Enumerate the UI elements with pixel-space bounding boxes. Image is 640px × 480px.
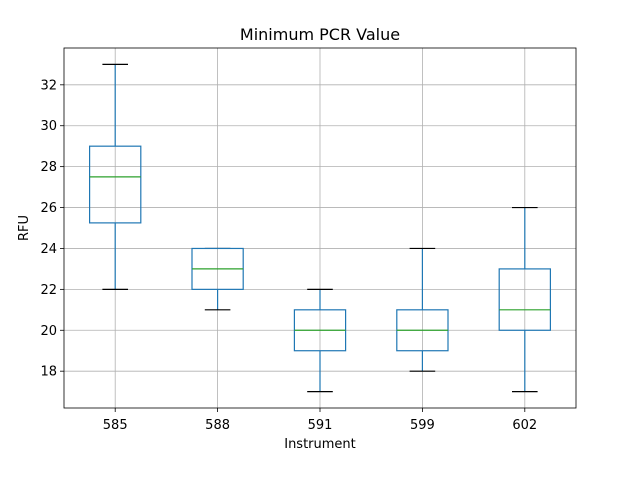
iqr-box (498, 268, 552, 331)
x-tick-label: 585 (103, 418, 128, 433)
x-tick-label: 599 (410, 418, 435, 433)
y-tick-label: 22 (40, 283, 57, 298)
y-tick-label: 32 (40, 78, 57, 93)
x-axis-label: Instrument (284, 437, 356, 452)
box-588 (191, 247, 244, 311)
y-tick-label: 28 (40, 160, 57, 175)
box-591 (293, 288, 347, 393)
box-599 (396, 247, 449, 372)
plot-frame (63, 47, 577, 409)
y-tick-label: 18 (40, 365, 57, 380)
y-axis-label: RFU (17, 215, 32, 241)
y-tick-label: 30 (40, 119, 57, 134)
x-tick-label: 591 (308, 418, 333, 433)
chart-title: Minimum PCR Value (240, 25, 400, 44)
x-tick-label: 588 (205, 418, 230, 433)
box-585 (88, 63, 142, 290)
iqr-box (88, 145, 142, 224)
y-tick-label: 24 (40, 242, 57, 257)
boxes (88, 63, 552, 393)
x-tick-label: 602 (512, 418, 537, 433)
axes: 18 20 22 24 26 28 30 32 585 588 591 599 602 (40, 78, 537, 433)
box-602 (498, 206, 552, 393)
y-tick-label: 26 (40, 201, 57, 216)
y-tick-label: 20 (40, 324, 57, 339)
